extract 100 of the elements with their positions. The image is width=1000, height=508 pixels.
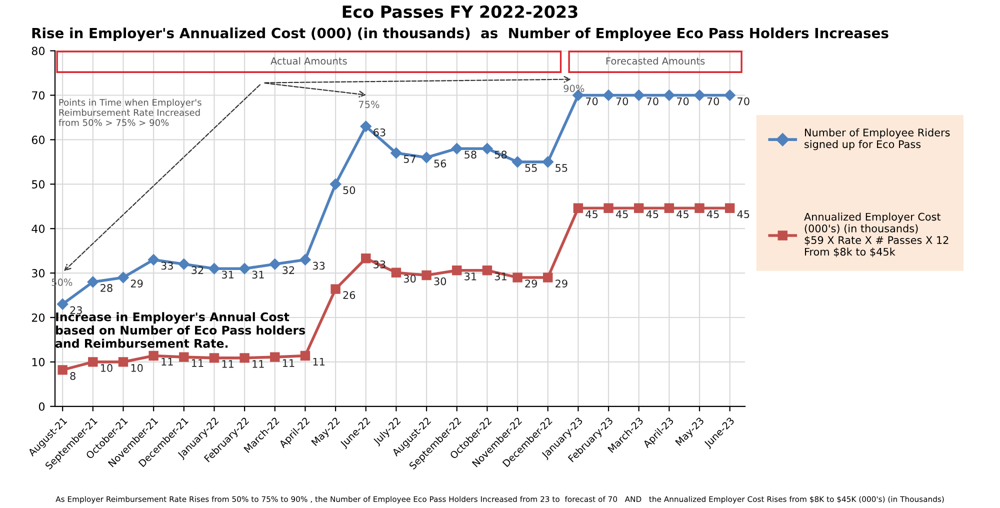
data-label: 33 <box>312 262 325 270</box>
data-label: 55 <box>525 164 537 172</box>
point <box>238 263 250 274</box>
point <box>178 258 190 270</box>
point <box>270 352 280 362</box>
data-label: 56 <box>434 160 446 168</box>
point <box>330 178 342 190</box>
annotation: Points in Time when Employer's Reimbursement Rate Increased from 50% > 75% > 90% <box>58 98 202 126</box>
point <box>512 272 522 282</box>
point <box>422 270 432 280</box>
data-label: 31 <box>494 272 506 280</box>
point <box>420 152 432 164</box>
data-label: 57 <box>404 155 416 163</box>
point <box>209 353 220 363</box>
point <box>179 352 189 362</box>
data-label: 70 <box>616 97 628 106</box>
data-label: 50 <box>343 186 356 194</box>
data-label: 11 <box>313 358 324 366</box>
data-label: 45 <box>706 210 719 218</box>
point <box>148 350 158 361</box>
data-label: 55 <box>556 164 568 172</box>
data-label: 8 <box>70 372 76 380</box>
point <box>118 357 128 367</box>
point <box>694 203 704 214</box>
point <box>361 254 371 264</box>
data-label: 11 <box>162 358 173 366</box>
point <box>118 272 129 284</box>
y-tick-label: 60 <box>32 136 45 144</box>
chart-title: Eco Passes FY 2022-2023 <box>342 5 578 18</box>
annotation: Actual Amounts <box>270 57 347 65</box>
data-label: 45 <box>676 210 688 218</box>
y-tick-label: 30 <box>32 269 45 278</box>
data-label: 11 <box>282 359 294 367</box>
point <box>452 266 462 276</box>
point <box>604 203 614 214</box>
point <box>573 203 584 214</box>
data-label: 70 <box>707 97 720 106</box>
point <box>602 90 614 101</box>
data-label: 11 <box>222 360 234 368</box>
data-label: 23 <box>70 306 82 314</box>
data-label: 70 <box>676 97 689 106</box>
data-label: 31 <box>464 272 476 280</box>
point <box>391 268 402 278</box>
legend-label: Annualized Employer Cost (000's) (in thousands) $59 X Rate X # Passes X 12 From $8k to $45k <box>804 212 948 258</box>
y-tick-label: 40 <box>32 224 45 233</box>
data-label: 33 <box>161 262 173 270</box>
data-label: 10 <box>131 364 143 372</box>
annotation: Increase in Employer's Annual Cost based on Number of Eco Pass holders and Reimbursement Rate. <box>56 312 306 348</box>
point <box>694 90 706 101</box>
point <box>482 266 492 276</box>
point <box>724 90 736 101</box>
point <box>300 350 310 361</box>
point <box>58 365 68 375</box>
point <box>360 120 372 132</box>
point <box>664 90 675 101</box>
point <box>300 254 311 266</box>
point <box>88 357 98 367</box>
y-tick-label: 50 <box>32 180 45 189</box>
data-label: 29 <box>556 280 568 288</box>
annotation: Forecasted Amounts <box>606 57 705 65</box>
data-label: 30 <box>404 274 416 283</box>
annotation: 75% <box>358 100 380 108</box>
y-tick-label: 80 <box>32 46 45 56</box>
point <box>542 272 553 282</box>
data-label: 29 <box>130 280 143 288</box>
data-label: 11 <box>252 360 264 368</box>
data-label: 32 <box>192 266 204 274</box>
data-label: 58 <box>464 150 476 159</box>
data-label: 26 <box>343 291 356 300</box>
y-tick-label: 0 <box>38 402 45 411</box>
data-label: 70 <box>646 97 658 106</box>
point <box>634 203 644 214</box>
point <box>148 254 160 266</box>
data-label: 45 <box>646 210 658 218</box>
point <box>87 276 99 288</box>
data-label: 31 <box>252 270 264 279</box>
data-label: 63 <box>374 128 386 136</box>
data-label: 45 <box>586 210 598 218</box>
point <box>390 147 402 159</box>
point <box>633 90 644 101</box>
point <box>269 258 280 270</box>
data-label: 28 <box>100 284 112 292</box>
data-label: 31 <box>222 270 234 279</box>
point <box>542 156 554 168</box>
y-tick-label: 20 <box>32 313 45 322</box>
legend-label: Number of Employee Riders signed up for Eco Pass <box>804 128 950 150</box>
point <box>724 203 735 214</box>
point <box>512 156 524 168</box>
point <box>664 203 674 214</box>
point <box>56 298 68 310</box>
point <box>240 353 250 363</box>
data-label: 45 <box>616 210 628 218</box>
data-label: 29 <box>525 280 537 288</box>
annotation: 90% <box>564 84 584 92</box>
y-tick-label: 70 <box>32 91 45 100</box>
data-label: 70 <box>738 97 750 106</box>
data-label: 70 <box>586 97 598 106</box>
data-label: 32 <box>282 266 294 274</box>
point <box>208 263 220 274</box>
point <box>482 142 493 154</box>
